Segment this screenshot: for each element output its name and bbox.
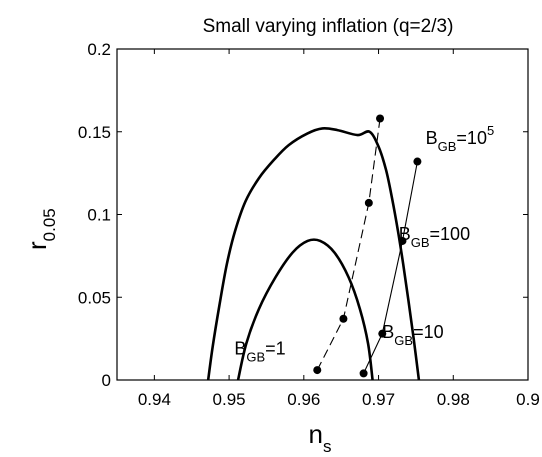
x-tick-label: 0.94 [138, 390, 171, 409]
x-tick-label: 0.9 [516, 390, 540, 409]
x-tick-label: 0.98 [437, 390, 470, 409]
data-point [378, 329, 387, 338]
series-line-1 [316, 118, 381, 371]
data-point [313, 366, 322, 375]
y-tick-label: 0.05 [78, 288, 111, 307]
contour-inner [236, 238, 374, 381]
y-tick-label: 0.15 [78, 123, 111, 142]
x-tick-label: 0.95 [213, 390, 246, 409]
annotation-label: BGB=100 [399, 224, 470, 250]
y-axis-label-sub: 0.05 [40, 208, 59, 241]
annotation-label: BGB=1 [234, 338, 285, 364]
x-tick-label: 0.97 [362, 390, 395, 409]
annotation-label: BGB=10 [382, 322, 443, 348]
y-tick-label: 0 [102, 371, 111, 390]
annotation-label: BGB=105 [426, 123, 495, 154]
x-tick-label: 0.96 [287, 390, 320, 409]
x-axis-label-sub: s [323, 437, 332, 456]
data-point [413, 157, 422, 166]
data-series [313, 114, 422, 378]
y-axis-label-main: r [22, 241, 52, 250]
x-axis: 0.94 0.95 0.96 0.97 0.98 0.9 [138, 49, 540, 409]
annotations: BGB=1 BGB=10 BGB=100 BGB=105 [234, 123, 494, 364]
series-line-2 [363, 161, 418, 374]
data-point [359, 369, 368, 378]
y-tick-label: 0.2 [87, 40, 111, 59]
data-point [364, 198, 373, 207]
y-tick-label: 0.1 [87, 206, 111, 225]
data-point [339, 314, 348, 323]
data-point [376, 114, 385, 123]
data-point [398, 236, 407, 245]
x-axis-label-main: n [309, 419, 323, 449]
chart-title: Small varying inflation (q=2/3) [203, 16, 454, 37]
plot-area [116, 48, 529, 381]
y-axis-label: r0.05 [22, 208, 59, 250]
y-axis: 0 0.05 0.1 0.15 0.2 [78, 40, 528, 390]
x-axis-label: ns [309, 419, 332, 456]
